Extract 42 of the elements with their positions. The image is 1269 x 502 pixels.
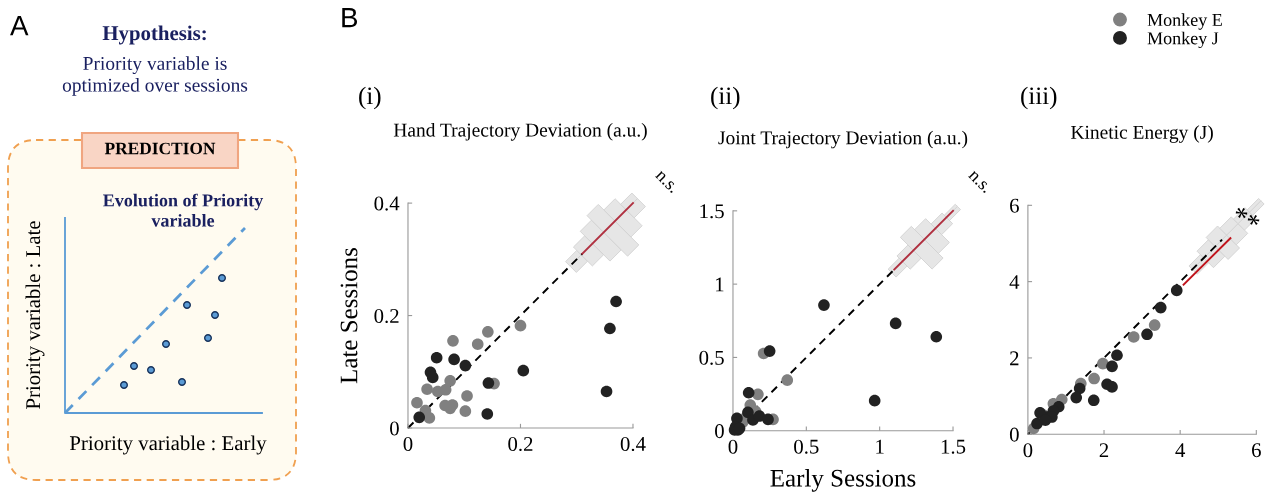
chart-title: Joint Trajectory Deviation (a.u.) <box>718 130 968 149</box>
x-tick-label: 0.4 <box>620 436 646 452</box>
chart-title: Kinetic Energy (J) <box>1071 125 1213 143</box>
y-tick-label: 0 <box>715 424 724 439</box>
text: (ii) <box>711 86 740 110</box>
x-tick-label: 0.5 <box>794 439 819 454</box>
x-tick-label: 1.5 <box>941 439 966 454</box>
annotation: ** <box>1234 205 1261 228</box>
x-tick-label: 4 <box>1175 443 1186 458</box>
y-tick-label: 1 <box>716 277 724 292</box>
text: Priority variable is optimized over sessions <box>62 56 248 96</box>
text: Priority variable : Late <box>25 221 45 409</box>
y-tick-label: 6 <box>1010 198 1019 213</box>
text: (i) <box>359 86 381 110</box>
text: Priority variable : Early <box>69 435 267 455</box>
y-tick-label: 2 <box>1010 351 1019 366</box>
x-tick-label: 0.2 <box>508 436 533 452</box>
y-tick-label: 4 <box>1009 275 1020 289</box>
x-tick-label: 0 <box>728 439 738 454</box>
text: n.s. <box>654 170 678 194</box>
y-axis-title: Late Sessions <box>340 248 358 384</box>
x-tick-label: 2 <box>1099 443 1109 458</box>
y-tick-label: 1.5 <box>700 204 724 219</box>
y-tick-label: 0.2 <box>374 308 399 324</box>
y-tick-label: 0.5 <box>699 350 724 365</box>
x-tick-label: 1 <box>876 439 884 454</box>
y-tick-label: 0.4 <box>374 196 400 211</box>
text: Evolution of Priority variable <box>103 193 264 227</box>
text: Hypothesis: <box>102 25 206 45</box>
text: B <box>342 8 358 28</box>
x-tick-label: 6 <box>1252 443 1261 458</box>
x-tick-label: 0 <box>403 436 413 451</box>
text: A <box>10 16 29 36</box>
legend-label: Monkey E <box>1147 13 1222 30</box>
chart-title: Hand Trajectory Deviation (a.u.) <box>393 122 647 141</box>
x-axis-title: Early Sessions <box>770 469 916 492</box>
text: PREDICTION <box>104 142 216 155</box>
text: (iii) <box>1021 86 1057 110</box>
text: n.s. <box>967 170 991 194</box>
y-tick-label: 0 <box>390 421 399 436</box>
legend-label: Monkey J <box>1147 31 1219 49</box>
x-tick-label: 0 <box>1023 443 1033 458</box>
